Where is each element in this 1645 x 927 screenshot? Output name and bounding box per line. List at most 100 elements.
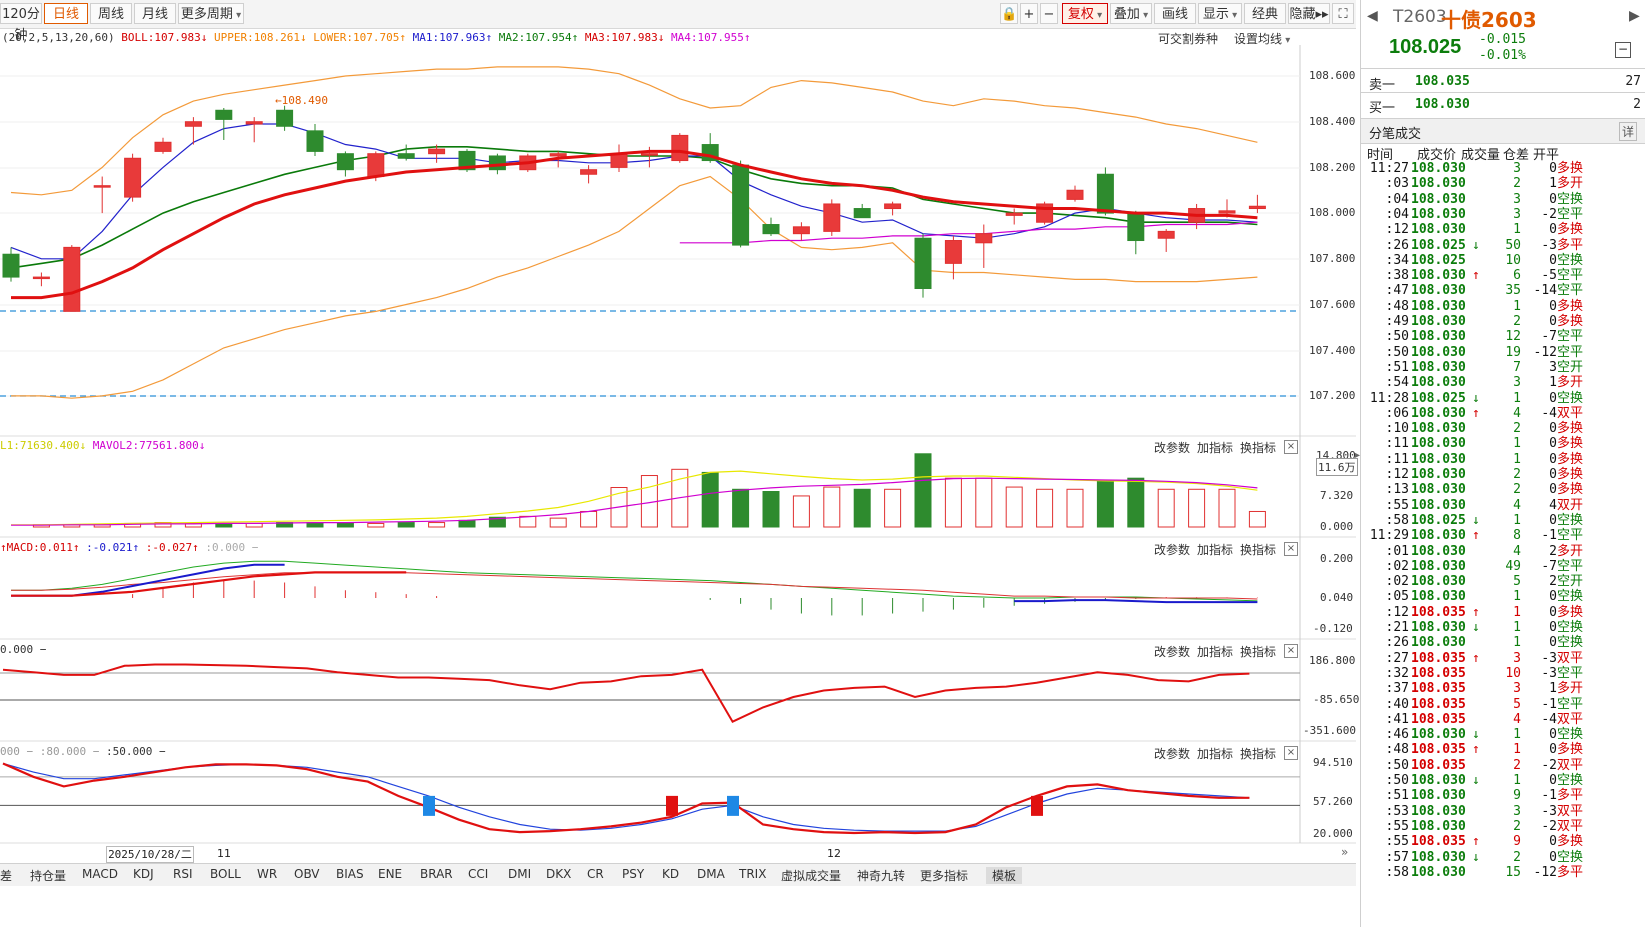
next-contract-icon[interactable]: ▶ [1629,8,1640,24]
candle-body [32,276,50,280]
candle-body [1096,173,1114,214]
add-indicator-button[interactable]: 加指标 [1197,747,1234,761]
add-indicator-button[interactable]: 加指标 [1197,543,1234,557]
draw-line-button[interactable]: 画线 [1154,3,1196,24]
indicator-tab[interactable]: 模板 [986,867,1023,884]
indicator-tab[interactable]: BIAS [336,867,364,881]
indicator-tab[interactable]: DMI [508,867,532,881]
indicator-tab[interactable]: 持仓量 [30,869,67,883]
tick-nature: 多开 [1557,176,1584,192]
tick-vol: 9 [1513,788,1521,804]
indicator-tab[interactable]: CR [587,867,604,881]
period-120min-button[interactable]: 120分钟 [0,3,42,43]
tick-row: :11 108.030 1 0 多换 [1369,436,1639,452]
tick-row: :51 108.030 9 -1 多平 [1369,788,1639,804]
indicator-tab[interactable]: DMA [697,867,725,881]
switch-indicator-button[interactable]: 换指标 [1240,645,1277,659]
hide-button[interactable]: 隐藏▸▸ [1288,3,1330,24]
tick-time: :12 [1385,467,1409,482]
close-panel-icon[interactable]: × [1284,644,1298,658]
modify-params-button[interactable]: 改参数 [1154,441,1191,455]
indicator-tab[interactable]: 虚拟成交量 [781,869,842,883]
collapse-icon[interactable]: − [1615,42,1631,58]
indicator-tab[interactable]: 更多指标 [920,869,969,883]
indicator-tab[interactable]: RSI [173,867,193,881]
tick-time: :12 [1385,604,1409,620]
scroll-right-icon[interactable]: » [1341,845,1349,859]
display-dropdown[interactable]: 显示 [1198,3,1242,24]
classic-button[interactable]: 经典 [1244,3,1286,24]
modify-params-button[interactable]: 改参数 [1154,747,1191,761]
indicator-tab[interactable]: ENE [378,867,403,881]
tick-vol: 1 [1513,390,1521,406]
close-panel-icon[interactable]: × [1284,746,1298,760]
tick-price: 108.030 [1411,727,1466,743]
indicator-tab[interactable]: 差 [0,869,13,883]
indicator-tab[interactable]: TRIX [739,867,767,881]
overlay-dropdown[interactable]: 叠加 [1110,3,1152,24]
kline-chart-area[interactable] [0,45,1356,863]
prev-contract-icon[interactable]: ◀ [1367,8,1378,24]
more-periods-dropdown[interactable]: 更多周期 [178,3,244,24]
tick-nature: 多换 [1557,298,1584,314]
add-indicator-button[interactable]: 加指标 [1197,645,1234,659]
close-panel-icon[interactable]: × [1284,440,1298,454]
adjust-rights-dropdown[interactable]: 复权 [1062,3,1108,24]
period-weekly-button[interactable]: 周线 [90,3,132,24]
period-daily-button[interactable]: 日线 [44,3,88,24]
tick-price: 108.035 [1411,650,1466,666]
tick-time: :03 [1385,176,1409,192]
tick-price: 108.030 [1411,635,1466,651]
tick-vol: 1 [1513,604,1521,620]
col-nature: 开平 [1533,148,1560,163]
modify-params-button[interactable]: 改参数 [1154,543,1191,557]
candle-body [2,253,20,278]
close-panel-icon[interactable]: × [1284,542,1298,556]
tick-oi: 0 [1549,604,1557,620]
indicator-tab[interactable]: 神奇九转 [857,869,906,883]
switch-indicator-button[interactable]: 换指标 [1240,747,1277,761]
tick-nature: 空平 [1557,528,1584,544]
indicator-tab[interactable]: CCI [468,867,489,881]
indicator-tab[interactable]: BOLL [210,867,241,881]
indicator-tab[interactable]: MACD [82,867,118,881]
deliverable-bonds-link[interactable]: 可交割券种 [1158,32,1219,46]
indicator-tab[interactable]: KDJ [133,867,154,881]
price-axis-label: 107.400 [1309,344,1356,357]
indicator-tab[interactable]: KD [662,867,680,881]
switch-indicator-button[interactable]: 换指标 [1240,441,1277,455]
ma3-value: MA3:107.983 [584,31,658,44]
indicator-tab[interactable]: WR [257,867,278,881]
modify-params-button[interactable]: 改参数 [1154,645,1191,659]
indicator-tab[interactable]: PSY [622,867,645,881]
tick-nature: 空换 [1557,589,1584,605]
indicator-tab[interactable]: BRAR [420,867,453,881]
tick-vol: 1 [1513,222,1521,238]
zoom-in-icon[interactable]: + [1020,3,1038,24]
tick-oi: -2 [1541,206,1557,222]
tick-oi: -1 [1541,696,1557,712]
fullscreen-icon[interactable]: ⛶ [1332,3,1354,24]
set-ma-dropdown[interactable]: 设置均线 [1234,30,1290,47]
indicator-tab[interactable]: DKX [546,867,572,881]
tick-time: :04 [1385,191,1409,207]
tick-price: 108.035 [1411,711,1466,727]
volume-bar [1218,488,1236,528]
tick-oi: -1 [1541,788,1557,804]
tick-time: :12 [1385,222,1409,238]
tick-row: :48 108.035 ↑ 1 0 多换 [1369,742,1639,758]
zoom-out-icon[interactable]: − [1040,3,1058,24]
indicator-axis-label: 7.320 [1320,489,1354,502]
switch-indicator-button[interactable]: 换指标 [1240,543,1277,557]
volume-bar [823,486,841,528]
add-indicator-button[interactable]: 加指标 [1197,441,1234,455]
indicator-tabs: 差 持仓量 MACD KDJ RSI BOLL WR OBV BIAS ENE BRAR CCI DMI… [0,863,1356,886]
tick-oi: 0 [1549,742,1557,758]
tick-price: 108.030 [1411,283,1466,299]
detail-button[interactable]: 详 [1619,122,1638,141]
indicator-tab[interactable]: OBV [294,867,320,881]
last-price: 108.025 [1389,36,1462,58]
period-monthly-button[interactable]: 月线 [134,3,176,24]
lock-icon[interactable]: 🔒 [1000,3,1018,24]
splitter-arrow-icon[interactable]: ▸ [1355,450,1361,461]
